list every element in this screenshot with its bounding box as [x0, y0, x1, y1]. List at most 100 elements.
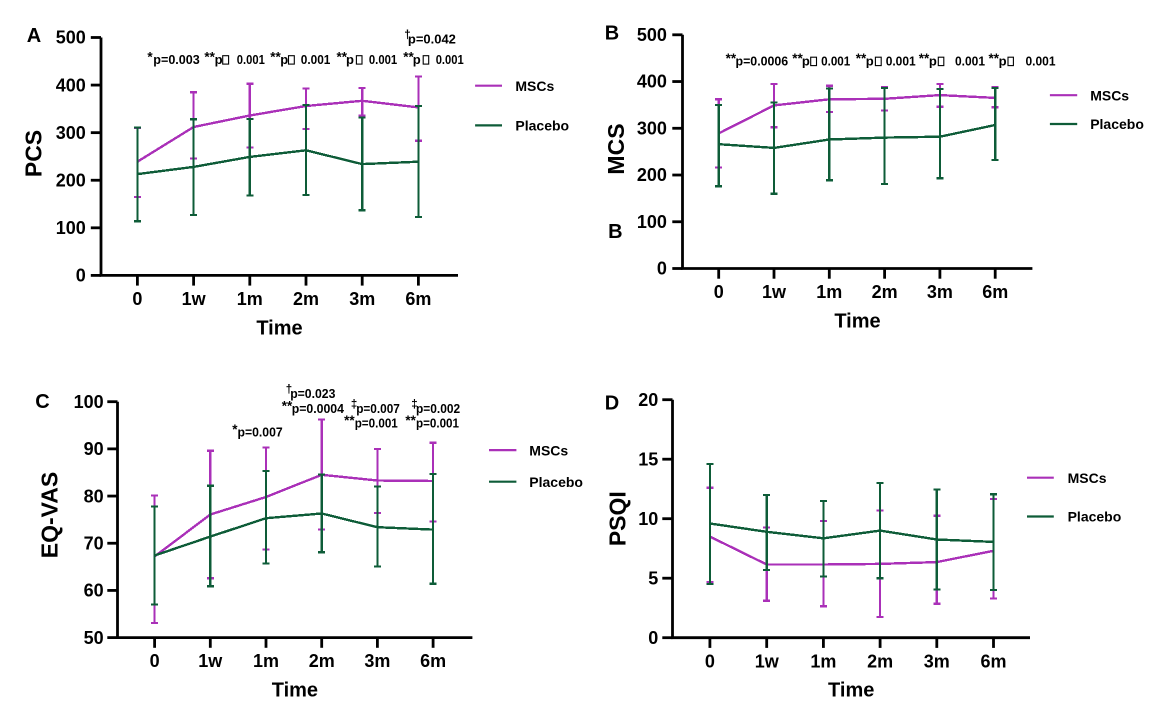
svg-text:PCS: PCS — [21, 130, 47, 177]
svg-text:p: p — [802, 54, 810, 69]
svg-text:B: B — [608, 221, 622, 243]
svg-text:5: 5 — [648, 568, 658, 588]
svg-text:15: 15 — [638, 449, 658, 469]
svg-text:Placebo: Placebo — [529, 474, 583, 490]
svg-text:Time: Time — [272, 680, 318, 702]
svg-text:p=0.001: p=0.001 — [355, 416, 398, 431]
svg-text:p: p — [215, 52, 223, 67]
svg-text:MSCs: MSCs — [515, 78, 554, 94]
svg-text:**: ** — [204, 50, 215, 65]
svg-text:3m: 3m — [364, 651, 390, 671]
svg-text:Placebo: Placebo — [515, 118, 569, 134]
svg-text:Placebo: Placebo — [1090, 116, 1144, 132]
svg-text:p=0.0006: p=0.0006 — [736, 54, 789, 69]
svg-text:D: D — [605, 392, 619, 414]
svg-text:6m: 6m — [420, 651, 446, 671]
svg-text:EQ-VAS: EQ-VAS — [37, 472, 63, 558]
svg-text:6m: 6m — [980, 651, 1006, 671]
svg-text:p=0.042: p=0.042 — [408, 32, 456, 47]
svg-text:p: p — [929, 54, 937, 69]
svg-text:MSCs: MSCs — [1068, 470, 1107, 486]
svg-text:C: C — [35, 391, 49, 413]
svg-text:**: ** — [403, 50, 414, 65]
svg-text:0.001: 0.001 — [436, 52, 464, 67]
svg-text:400: 400 — [56, 75, 86, 95]
svg-text:Time: Time — [256, 317, 302, 339]
svg-text:PSQI: PSQI — [604, 491, 630, 546]
svg-text:p: p — [866, 54, 874, 69]
svg-text:0: 0 — [648, 628, 658, 648]
svg-text:1m: 1m — [237, 289, 263, 309]
svg-text:**: ** — [856, 51, 867, 66]
svg-text:Placebo: Placebo — [1068, 509, 1122, 525]
svg-text:1w: 1w — [198, 651, 223, 671]
svg-text:MCS: MCS — [603, 123, 629, 174]
svg-text:MSCs: MSCs — [529, 442, 568, 458]
svg-text:**: ** — [344, 413, 355, 428]
svg-text:A: A — [27, 25, 41, 47]
svg-text:0: 0 — [705, 651, 715, 671]
svg-text:1m: 1m — [810, 651, 836, 671]
svg-text:1m: 1m — [816, 282, 842, 302]
svg-text:60: 60 — [84, 581, 104, 601]
svg-text:**: ** — [919, 51, 930, 66]
svg-text:100: 100 — [56, 218, 86, 238]
svg-text:0.001: 0.001 — [369, 52, 397, 67]
svg-text:p=0.001: p=0.001 — [416, 416, 459, 431]
svg-text:0.001: 0.001 — [301, 52, 331, 67]
svg-text:3m: 3m — [924, 651, 950, 671]
svg-text:p: p — [346, 52, 354, 67]
svg-text:**: ** — [282, 399, 293, 414]
svg-text:1w: 1w — [755, 651, 780, 671]
svg-text:B: B — [605, 22, 619, 44]
svg-text:‡: ‡ — [411, 399, 417, 411]
svg-text:200: 200 — [56, 170, 86, 190]
svg-text:‡: ‡ — [351, 399, 357, 411]
svg-text:90: 90 — [84, 439, 104, 459]
svg-text:**: ** — [270, 50, 281, 65]
svg-text:p: p — [999, 54, 1007, 69]
svg-text:p=0.007: p=0.007 — [356, 401, 400, 416]
svg-text:2m: 2m — [872, 282, 898, 302]
svg-text:**: ** — [726, 51, 737, 66]
svg-text:0.001: 0.001 — [237, 52, 265, 67]
svg-text:0: 0 — [714, 282, 724, 302]
svg-text:200: 200 — [637, 165, 667, 185]
svg-text:0.001: 0.001 — [1026, 54, 1056, 69]
svg-text:MSCs: MSCs — [1090, 87, 1129, 103]
svg-text:p=0.007: p=0.007 — [238, 424, 283, 439]
svg-text:**: ** — [337, 50, 348, 65]
svg-text:100: 100 — [74, 392, 104, 412]
svg-text:*: * — [147, 50, 153, 65]
svg-text:2m: 2m — [293, 289, 319, 309]
svg-text:0: 0 — [132, 289, 142, 309]
svg-text:10: 10 — [638, 509, 658, 529]
svg-text:1w: 1w — [182, 289, 207, 309]
svg-text:0: 0 — [657, 259, 667, 279]
svg-text:70: 70 — [84, 533, 104, 553]
svg-text:2m: 2m — [309, 651, 335, 671]
svg-text:3m: 3m — [349, 289, 375, 309]
svg-text:400: 400 — [637, 72, 667, 92]
svg-text:p: p — [413, 52, 421, 67]
svg-text:300: 300 — [56, 123, 86, 143]
svg-text:500: 500 — [56, 28, 86, 48]
svg-text:p=0.003: p=0.003 — [153, 52, 200, 67]
svg-text:6m: 6m — [982, 282, 1008, 302]
svg-text:p=0.023: p=0.023 — [290, 386, 335, 401]
svg-text:0: 0 — [150, 651, 160, 671]
svg-text:50: 50 — [84, 628, 104, 648]
svg-text:p=0.002: p=0.002 — [416, 401, 460, 416]
svg-text:**: ** — [792, 51, 803, 66]
svg-text:100: 100 — [637, 212, 667, 232]
svg-text:†: † — [286, 384, 292, 396]
svg-text:**: ** — [405, 413, 416, 428]
svg-text:20: 20 — [638, 390, 658, 410]
svg-text:Time: Time — [828, 680, 874, 702]
svg-text:0.001: 0.001 — [955, 54, 985, 69]
svg-text:80: 80 — [84, 486, 104, 506]
svg-text:2m: 2m — [867, 651, 893, 671]
svg-text:0.001: 0.001 — [886, 54, 916, 69]
svg-text:300: 300 — [637, 119, 667, 139]
svg-text:0: 0 — [76, 266, 86, 286]
